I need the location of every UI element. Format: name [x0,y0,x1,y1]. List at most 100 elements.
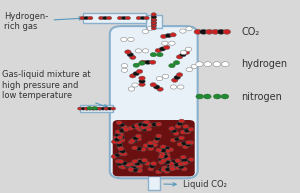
Circle shape [151,18,156,21]
Circle shape [136,134,141,138]
Circle shape [162,154,168,158]
Circle shape [170,33,176,37]
Circle shape [140,160,146,164]
Circle shape [171,129,177,133]
Circle shape [169,167,175,171]
Circle shape [81,107,86,110]
Circle shape [151,18,156,22]
Bar [83,13,146,23]
Circle shape [97,107,102,110]
Circle shape [182,158,187,162]
Circle shape [80,16,85,20]
Circle shape [204,62,212,67]
Circle shape [115,159,121,163]
FancyBboxPatch shape [113,120,195,176]
Circle shape [116,140,122,144]
Circle shape [164,146,170,150]
Circle shape [169,163,175,167]
Circle shape [128,37,134,41]
Circle shape [139,61,145,65]
Circle shape [158,155,164,158]
Bar [80,105,113,112]
Circle shape [139,79,145,83]
Circle shape [151,21,156,24]
Circle shape [182,162,188,165]
Circle shape [169,161,175,165]
Circle shape [113,136,119,140]
Circle shape [206,29,213,34]
Circle shape [117,162,123,166]
Circle shape [180,52,186,57]
Circle shape [106,16,112,20]
Circle shape [159,168,165,172]
Circle shape [128,167,134,171]
Circle shape [151,24,156,27]
Circle shape [136,147,142,151]
Circle shape [103,16,108,20]
Circle shape [148,144,154,148]
Circle shape [136,169,142,173]
Circle shape [139,82,145,86]
Circle shape [184,130,190,134]
Circle shape [165,157,171,160]
Circle shape [136,137,142,141]
Circle shape [132,168,138,172]
Circle shape [151,24,156,27]
Circle shape [161,151,167,155]
Circle shape [170,85,177,89]
Circle shape [140,125,146,129]
Circle shape [168,162,174,165]
Circle shape [133,63,140,67]
Circle shape [165,34,172,38]
Bar [148,176,160,190]
Circle shape [167,164,173,168]
Circle shape [174,166,180,170]
Circle shape [171,160,177,164]
Circle shape [188,158,194,162]
Circle shape [142,30,148,34]
Circle shape [153,85,160,89]
Circle shape [132,83,138,87]
Circle shape [169,165,175,169]
Circle shape [162,41,168,45]
Circle shape [151,27,156,30]
Circle shape [91,107,95,110]
Circle shape [119,129,125,133]
Circle shape [121,68,127,72]
Circle shape [196,94,203,99]
Circle shape [140,148,146,151]
Circle shape [132,166,138,170]
Circle shape [128,87,135,91]
Circle shape [98,107,103,110]
FancyBboxPatch shape [110,26,198,178]
Circle shape [136,16,141,20]
Circle shape [177,122,183,125]
Circle shape [191,64,197,69]
Circle shape [158,157,164,161]
Circle shape [117,135,123,139]
Circle shape [188,127,194,131]
Circle shape [121,63,127,68]
Circle shape [156,122,162,126]
Circle shape [151,21,156,25]
Circle shape [91,107,96,110]
Circle shape [119,123,125,127]
Circle shape [186,141,191,144]
Circle shape [144,16,149,20]
Circle shape [181,167,187,171]
Text: Hydrogen-
rich gas: Hydrogen- rich gas [4,12,82,31]
Circle shape [166,167,172,171]
Circle shape [135,126,141,130]
Circle shape [84,16,89,20]
Circle shape [147,143,153,147]
Circle shape [200,29,207,34]
Text: nitrogen: nitrogen [242,91,283,102]
Circle shape [107,107,112,110]
Circle shape [137,164,143,168]
Circle shape [188,141,194,144]
Circle shape [111,140,117,144]
Circle shape [139,76,145,80]
Circle shape [121,16,127,20]
Circle shape [213,62,221,67]
Circle shape [175,163,181,167]
